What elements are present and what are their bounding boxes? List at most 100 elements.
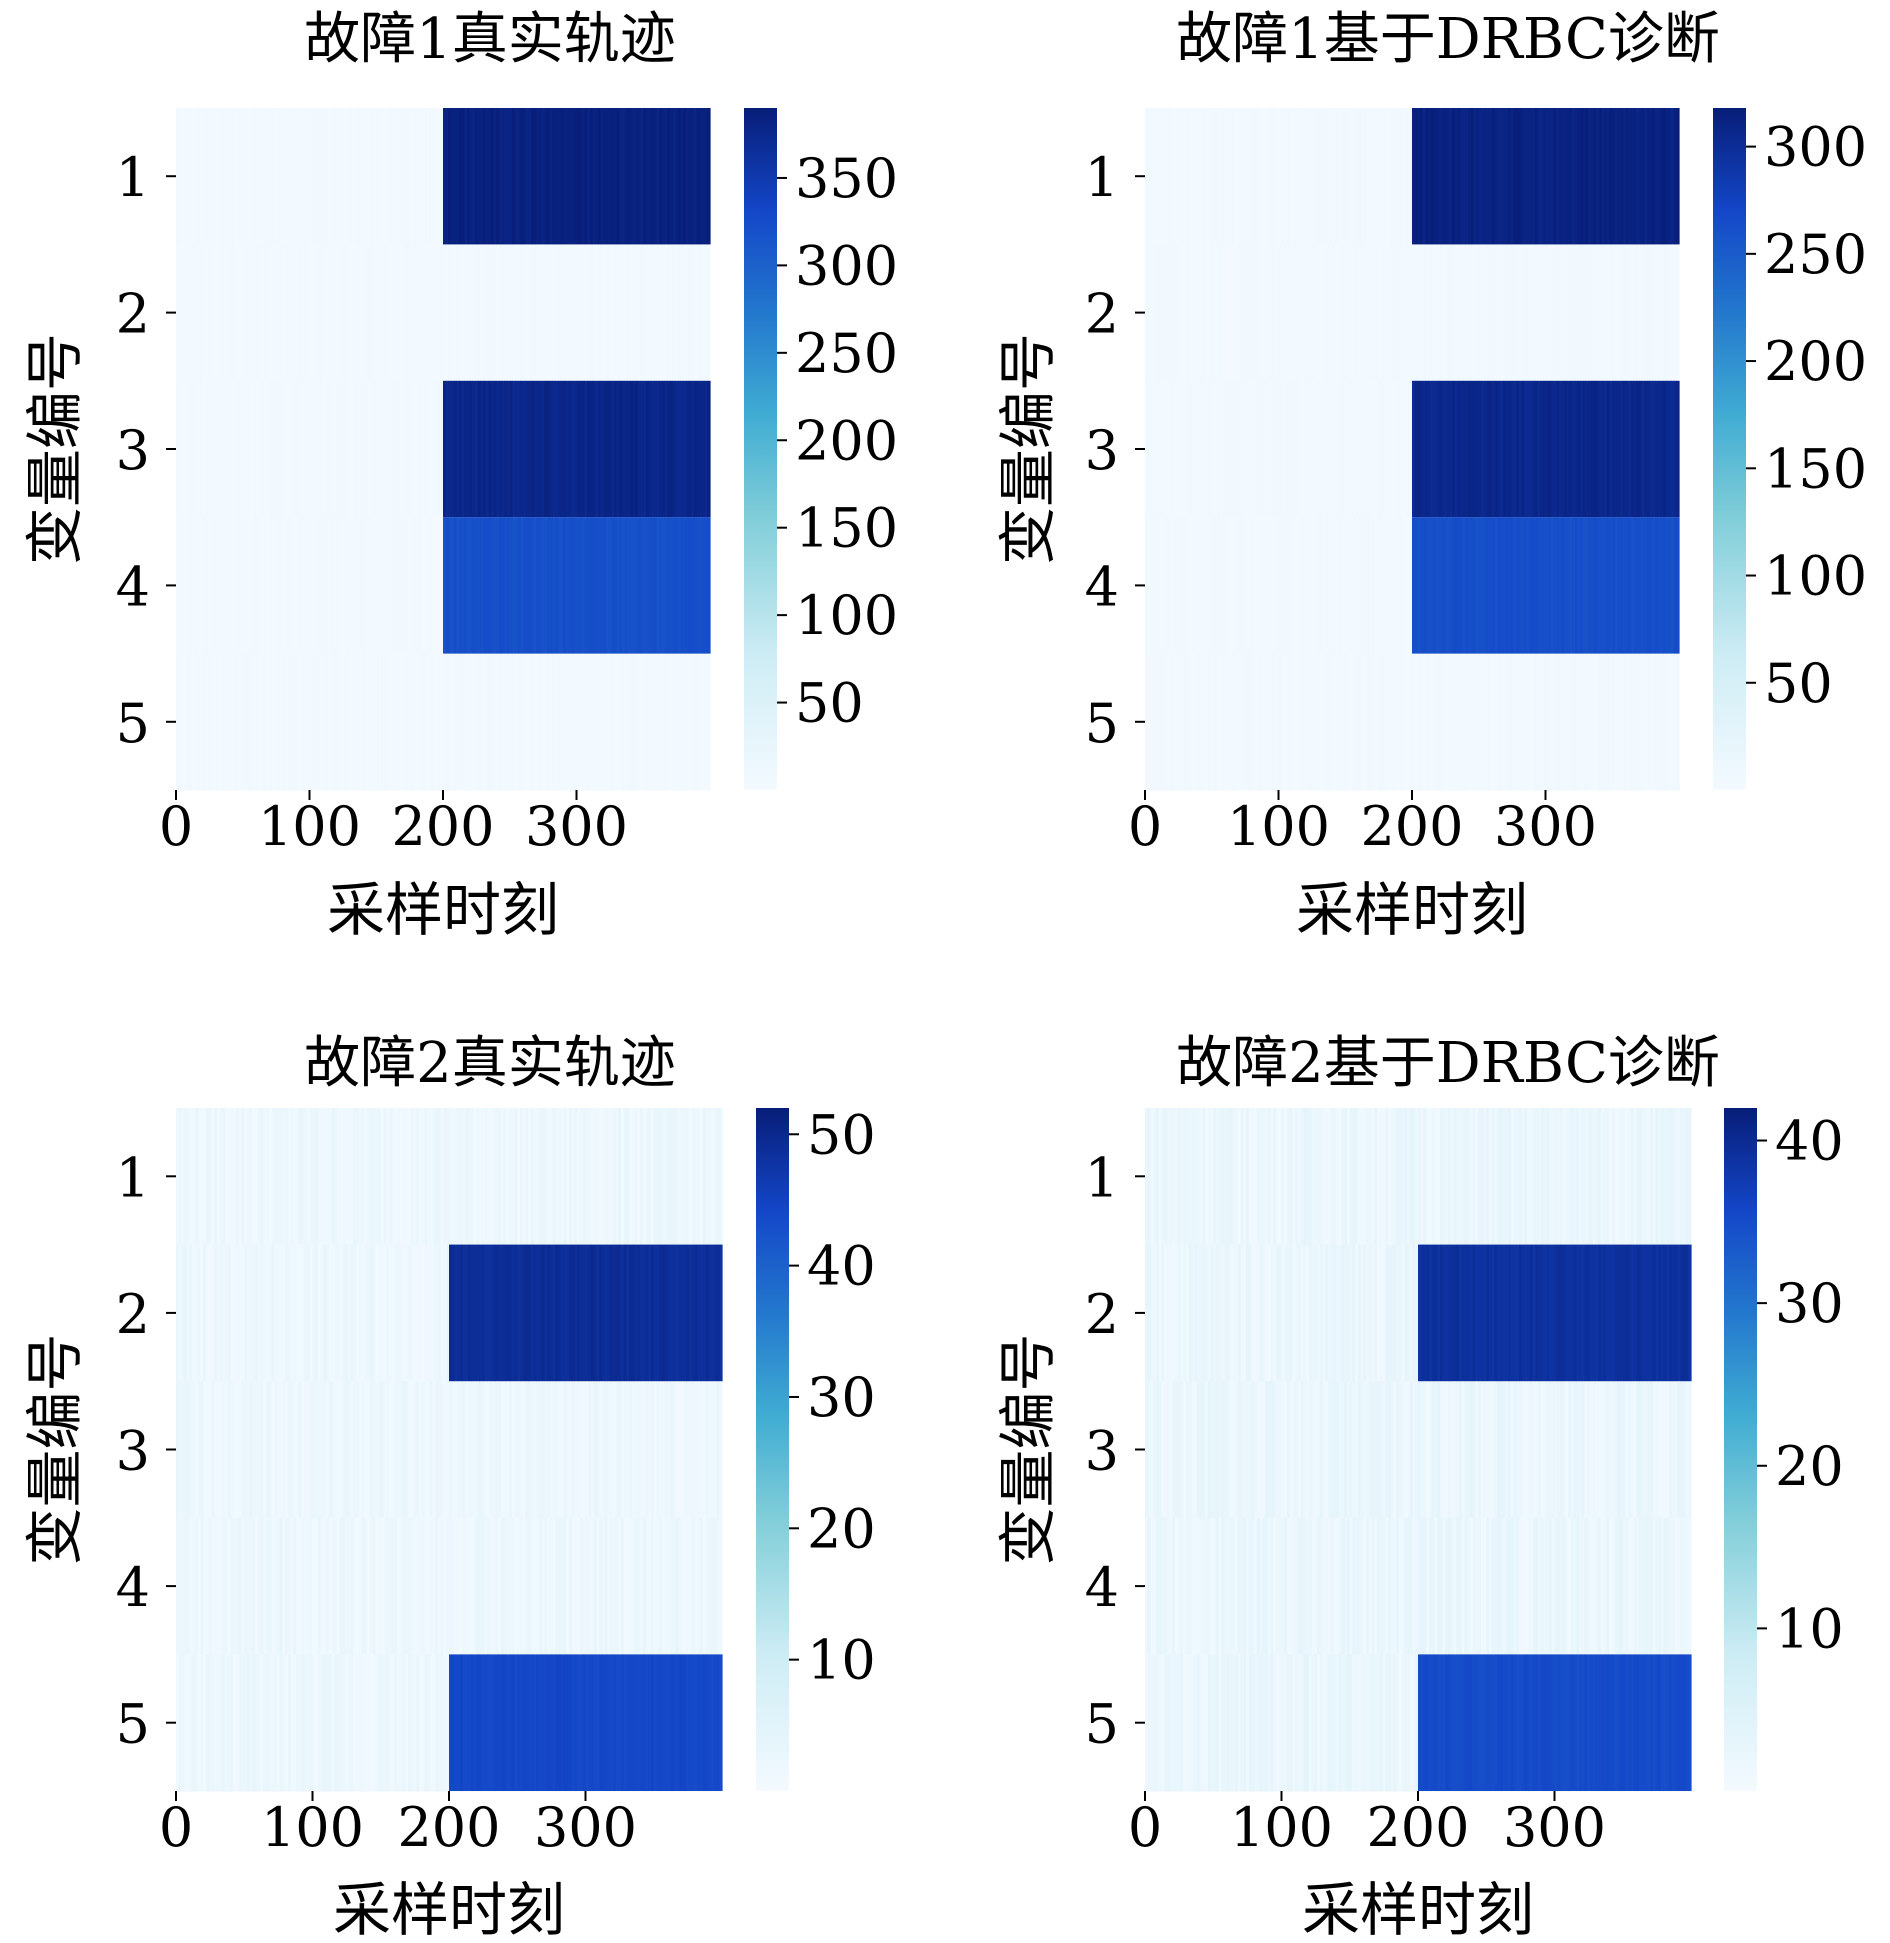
fault-cell [509, 108, 514, 245]
background-cell [418, 653, 423, 791]
background-cell [394, 108, 399, 245]
background-cell [1201, 380, 1205, 518]
fault-cell [616, 108, 620, 245]
fault-cell [1422, 380, 1426, 518]
background-cell [1579, 1381, 1583, 1519]
background-cell [1166, 1654, 1171, 1792]
background-cell [1587, 1517, 1591, 1655]
fault-cell [683, 517, 687, 654]
background-cell [1502, 1108, 1506, 1246]
background-cell [367, 1381, 371, 1519]
background-cell [1585, 244, 1589, 382]
background-cell [250, 380, 255, 518]
background-cell [219, 1517, 224, 1655]
background-cell [1510, 653, 1515, 791]
background-cell [1246, 1517, 1250, 1655]
background-cell [500, 1517, 505, 1655]
background-cell [293, 517, 297, 655]
background-cell [1267, 1517, 1272, 1655]
background-cell [432, 517, 436, 655]
background-cell [1412, 1244, 1416, 1382]
background-cell [1611, 1108, 1616, 1246]
background-cell [1475, 1517, 1479, 1655]
background-cell [1257, 108, 1261, 245]
background-cell [1486, 244, 1491, 382]
background-cell [1398, 1108, 1403, 1246]
background-cell [1318, 517, 1322, 655]
background-cell [637, 244, 642, 382]
background-cell [1497, 244, 1501, 382]
background-cell [700, 1108, 704, 1246]
background-cell [272, 108, 276, 245]
fault-cell [699, 380, 703, 518]
background-cell [200, 1517, 204, 1655]
background-cell [367, 1244, 371, 1382]
background-cell [1171, 244, 1175, 382]
background-cell [1246, 108, 1250, 245]
fault-cell [588, 1654, 592, 1791]
background-cell [1464, 1108, 1468, 1246]
background-cell [203, 1108, 207, 1246]
background-cell [1174, 517, 1178, 655]
background-cell [1625, 1108, 1629, 1246]
background-cell [320, 244, 324, 382]
background-cell [629, 1108, 633, 1246]
fault-cell [481, 1244, 486, 1382]
background-cell [1546, 1381, 1550, 1519]
background-cell [1657, 653, 1661, 791]
background-cell [1291, 108, 1296, 245]
background-cell [438, 1654, 442, 1792]
background-cell [1483, 1381, 1487, 1519]
background-cell [306, 517, 311, 655]
background-cell [1379, 1517, 1384, 1655]
background-cell [344, 244, 348, 382]
background-cell [1248, 1517, 1253, 1655]
background-cell [358, 1654, 363, 1792]
background-cell [1305, 517, 1309, 655]
background-cell [1669, 1517, 1673, 1655]
background-cell [277, 1381, 281, 1519]
background-cell [1673, 653, 1677, 791]
fault-cell [1425, 517, 1429, 654]
background-cell [593, 1517, 598, 1655]
background-cell [1603, 1517, 1607, 1655]
background-cell [400, 380, 404, 518]
background-cell [1444, 653, 1448, 791]
background-cell [1267, 1244, 1272, 1382]
background-cell [1185, 517, 1189, 655]
background-cell [592, 244, 596, 382]
background-cell [224, 380, 228, 518]
background-cell [345, 1381, 349, 1519]
background-cell [383, 1381, 387, 1519]
background-cell [533, 1108, 537, 1246]
y-tick-label: 1 [116, 146, 150, 209]
background-cell [271, 1108, 275, 1246]
background-cell [680, 244, 684, 382]
background-cell [1620, 653, 1624, 791]
background-cell [1676, 653, 1680, 791]
fault-cell [1581, 1244, 1586, 1382]
background-cell [716, 1517, 720, 1655]
background-cell [381, 380, 385, 518]
background-cell [218, 108, 222, 245]
background-cell [309, 1244, 314, 1382]
fault-cell [626, 1654, 630, 1791]
background-cell [274, 380, 279, 518]
background-cell [672, 244, 676, 382]
background-cell [560, 1517, 565, 1655]
background-cell [549, 653, 554, 791]
background-cell [427, 1244, 431, 1382]
background-cell [285, 1244, 289, 1382]
fault-cell [459, 517, 463, 654]
background-cell [381, 108, 385, 245]
fault-cell [1540, 517, 1544, 654]
background-cell [421, 244, 425, 382]
fault-cell [517, 517, 522, 654]
fault-cell [672, 1654, 677, 1791]
background-cell [418, 1381, 423, 1519]
background-cell [477, 653, 481, 791]
background-cell [1420, 1108, 1425, 1246]
background-cell [1227, 380, 1232, 518]
background-cell [1371, 653, 1376, 791]
background-cell [536, 653, 540, 791]
